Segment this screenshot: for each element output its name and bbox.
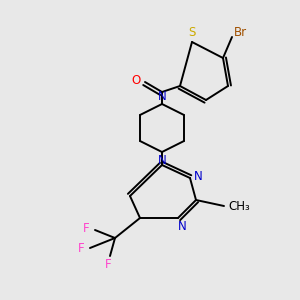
- Text: N: N: [178, 220, 186, 232]
- Text: S: S: [188, 26, 196, 38]
- Text: F: F: [83, 221, 89, 235]
- Text: N: N: [158, 89, 166, 103]
- Text: CH₃: CH₃: [228, 200, 250, 212]
- Text: N: N: [158, 154, 166, 166]
- Text: N: N: [194, 169, 202, 182]
- Text: Br: Br: [233, 26, 247, 40]
- Text: F: F: [78, 242, 84, 254]
- Text: O: O: [131, 74, 141, 86]
- Text: F: F: [105, 257, 111, 271]
